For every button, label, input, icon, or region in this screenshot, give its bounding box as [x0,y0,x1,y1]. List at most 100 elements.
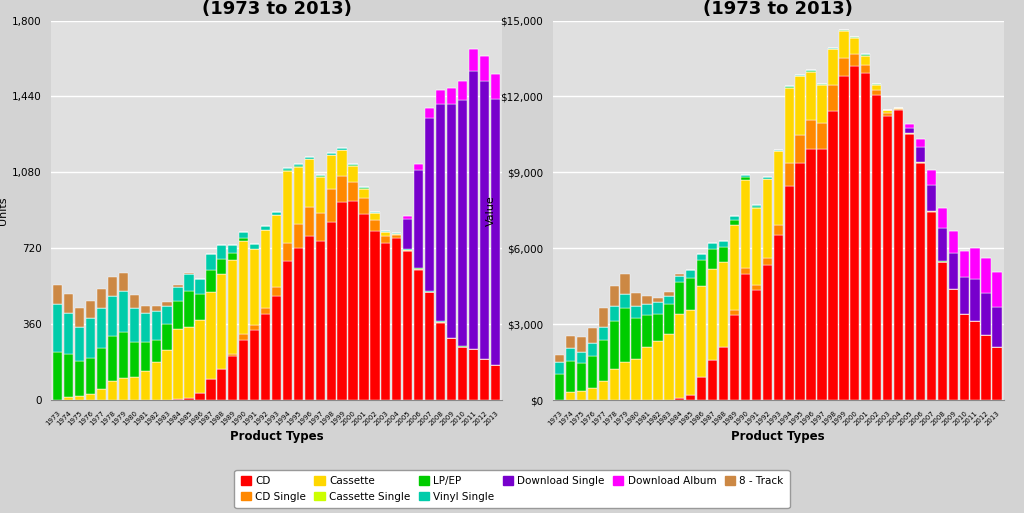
Title: Millions of Units
(1973 to 2013): Millions of Units (1973 to 2013) [195,0,358,17]
Bar [228,354,238,357]
Bar [740,174,750,177]
Bar [97,308,106,348]
Bar [119,332,128,378]
Bar [927,185,936,211]
Bar [228,260,238,354]
Bar [196,320,205,393]
Bar [959,314,969,400]
Bar [959,277,969,314]
Bar [796,75,805,76]
Bar [850,54,859,66]
Bar [773,150,783,151]
Bar [992,347,1001,400]
Bar [65,397,74,400]
Bar [599,308,608,327]
Bar [632,359,641,400]
Bar [305,159,314,207]
Bar [359,199,369,214]
Bar [894,108,903,109]
Bar [53,304,62,352]
Bar [75,327,84,361]
Bar [371,231,380,400]
Bar [184,398,194,400]
Bar [730,220,739,225]
Bar [840,76,849,400]
Bar [763,179,772,258]
Bar [828,48,838,49]
Bar [719,241,728,247]
Bar [381,231,390,232]
Bar [392,234,401,235]
Bar [283,261,292,400]
Bar [228,357,238,400]
Bar [653,341,663,400]
Bar [239,238,249,241]
Bar [697,286,707,377]
Bar [784,86,794,87]
Bar [338,148,347,150]
Bar [206,379,215,400]
Bar [425,108,434,119]
Bar [338,202,347,400]
Bar [446,339,456,400]
Bar [796,76,805,134]
Bar [152,311,161,340]
Bar [621,294,630,308]
Bar [850,37,859,38]
Bar [359,214,369,400]
Bar [271,215,282,287]
Bar [752,207,761,208]
Bar [338,150,347,176]
Bar [359,189,369,199]
Bar [653,298,663,302]
Y-axis label: Value: Value [486,195,497,226]
Bar [53,352,62,400]
Bar [130,308,139,342]
Bar [686,270,695,278]
Bar [697,377,707,400]
Bar [642,347,651,400]
Bar [239,241,249,334]
Bar [599,327,608,340]
Bar [665,334,674,400]
Bar [642,304,651,315]
Bar [53,285,62,304]
Bar [675,314,684,398]
Bar [708,269,717,360]
Bar [381,232,390,236]
Bar [250,325,259,330]
Bar [773,235,783,400]
Bar [850,38,859,54]
Bar [872,95,882,400]
Bar [446,88,456,104]
Bar [840,58,849,76]
Bar [740,268,750,274]
Bar [796,134,805,163]
Bar [981,258,990,293]
Bar [217,369,226,400]
Bar [294,224,303,248]
Bar [730,315,739,400]
Bar [173,302,182,329]
Bar [632,306,641,318]
Bar [130,342,139,377]
Bar [250,249,259,325]
Bar [719,262,728,347]
Bar [250,330,259,400]
Bar [730,225,739,310]
Bar [588,328,597,343]
Bar [697,260,707,286]
Bar [403,216,413,219]
Bar [883,116,892,400]
Bar [436,104,445,322]
Bar [577,391,586,400]
Bar [206,270,215,292]
Bar [239,340,249,400]
Bar [250,244,259,248]
Bar [609,286,618,306]
Bar [294,167,303,224]
Bar [828,85,838,111]
Bar [261,308,270,314]
Bar [894,109,903,110]
Bar [915,147,925,162]
